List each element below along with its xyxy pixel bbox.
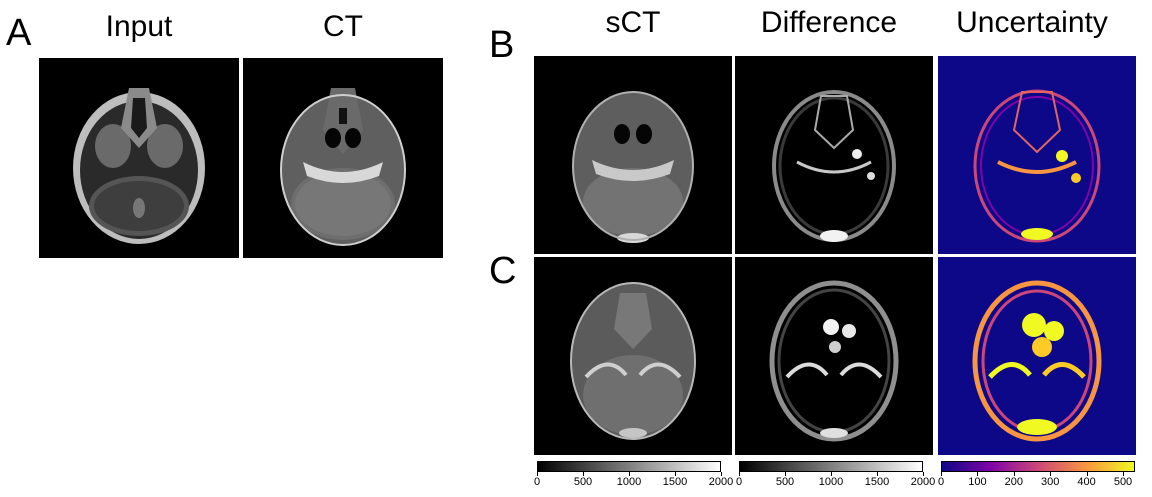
colorbar-tick-label: 2000 bbox=[708, 476, 734, 488]
colorbar-tick-label: 0 bbox=[533, 476, 541, 488]
colorbar-tick-mark bbox=[785, 472, 786, 476]
ct-image bbox=[243, 58, 443, 258]
colorbar-tick-mark bbox=[877, 472, 878, 476]
uncertainty-colorbar bbox=[941, 461, 1135, 472]
colorbar-tick-label: 1000 bbox=[616, 476, 642, 488]
title-ct: CT bbox=[323, 10, 363, 43]
colorbar-tick-mark bbox=[1050, 472, 1052, 476]
colorbar-tick-mark bbox=[977, 472, 979, 476]
colorbar-tick-mark bbox=[675, 472, 676, 476]
uncertainty-image-b bbox=[938, 56, 1136, 254]
panel-label-a: A bbox=[6, 12, 32, 54]
input-mr-image bbox=[39, 58, 239, 258]
panel-label-c: C bbox=[489, 250, 517, 292]
colorbar-tick-label: 500 bbox=[1113, 476, 1133, 488]
colorbar-tick-label: 400 bbox=[1077, 476, 1096, 488]
colorbar-tick-mark bbox=[583, 472, 584, 476]
colorbar-tick-label: 0 bbox=[735, 476, 743, 488]
colorbar-tick-mark bbox=[1013, 472, 1015, 476]
difference-colorbar bbox=[739, 461, 923, 472]
difference-image-c bbox=[735, 257, 933, 455]
title-sct: sCT bbox=[605, 6, 661, 39]
sct-colorbar bbox=[537, 461, 721, 472]
sct-image-c bbox=[534, 257, 732, 455]
uncertainty-image-c bbox=[938, 257, 1136, 455]
colorbar-tick-label: 200 bbox=[1004, 476, 1023, 488]
colorbar-tick-mark bbox=[1123, 472, 1124, 476]
title-input: Input bbox=[105, 10, 173, 43]
colorbar-tick-label: 300 bbox=[1041, 476, 1060, 488]
colorbar-tick-mark bbox=[721, 472, 722, 476]
title-difference: Difference bbox=[760, 6, 898, 39]
colorbar-tick-mark bbox=[831, 472, 832, 476]
title-uncertainty: Uncertainty bbox=[956, 6, 1108, 39]
colorbar-tick-label: 100 bbox=[968, 476, 987, 488]
colorbar-tick-mark bbox=[739, 472, 740, 476]
colorbar-tick-mark bbox=[923, 472, 924, 476]
colorbar-tick-label: 500 bbox=[775, 476, 795, 488]
colorbar-tick-label: 1500 bbox=[662, 476, 688, 488]
colorbar-tick-label: 500 bbox=[573, 476, 593, 488]
colorbar-tick-mark bbox=[537, 472, 538, 476]
panel-label-b: B bbox=[489, 24, 515, 66]
colorbar-tick-mark bbox=[941, 472, 942, 476]
colorbar-tick-mark bbox=[1086, 472, 1088, 476]
colorbar-tick-label: 1000 bbox=[818, 476, 844, 488]
colorbar-tick-label: 1500 bbox=[864, 476, 890, 488]
difference-image-b bbox=[735, 56, 933, 254]
sct-image-b bbox=[534, 56, 732, 254]
colorbar-tick-label: 2000 bbox=[910, 476, 936, 488]
colorbar-tick-mark bbox=[629, 472, 630, 476]
colorbar-tick-label: 0 bbox=[937, 476, 945, 488]
